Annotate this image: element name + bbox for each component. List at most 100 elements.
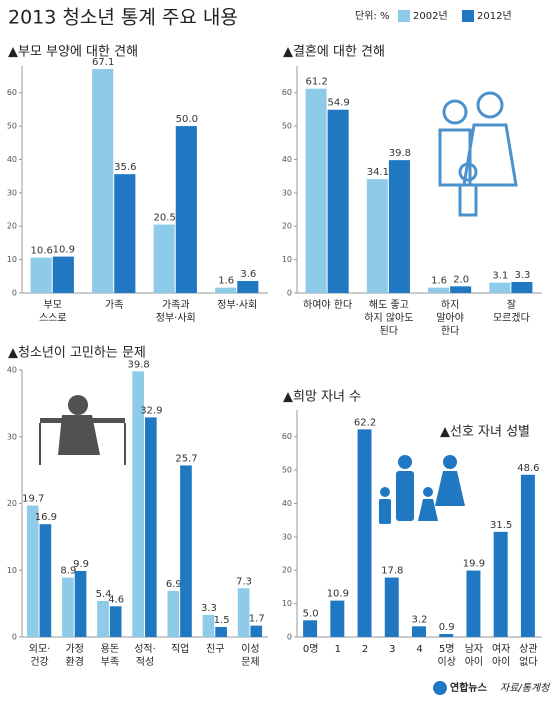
y-tick-label: 20 — [7, 499, 17, 508]
x-tick-label: 친구 — [206, 643, 224, 655]
value-label: 10.6 — [31, 246, 53, 257]
logo-text: 연합뉴스 — [450, 681, 487, 694]
value-label: 3.2 — [412, 614, 428, 625]
y-tick-label: 30 — [7, 188, 17, 197]
value-label: 54.9 — [328, 98, 350, 109]
bar — [303, 620, 318, 637]
bar — [412, 626, 426, 637]
value-label: 19.7 — [22, 494, 44, 505]
chart-title: ▲결혼에 대한 견해 — [283, 45, 385, 60]
bar — [511, 281, 533, 293]
y-tick-label: 10 — [282, 255, 292, 264]
main-title: 2013 청소년 통계 주요 내용 — [8, 7, 238, 29]
value-label: 10.9 — [327, 589, 349, 600]
value-label: 35.6 — [114, 162, 136, 173]
bar — [109, 606, 122, 637]
value-label: 61.2 — [305, 77, 327, 88]
family-icon — [438, 91, 518, 217]
value-label: 34.1 — [367, 167, 389, 178]
x-tick-label: 건강 — [30, 656, 48, 668]
bar — [26, 505, 39, 637]
bar — [493, 531, 508, 637]
children-icon — [379, 455, 465, 524]
x-tick-label: 가족 — [105, 299, 123, 311]
y-tick-label: 20 — [282, 222, 292, 231]
x-tick-label: 여자 — [492, 643, 510, 655]
x-tick-label: 가족과 — [162, 299, 190, 311]
x-tick-label: 정부·사회 — [217, 299, 257, 311]
bar — [74, 570, 87, 637]
x-tick-label: 된다 — [380, 325, 398, 337]
value-label: 1.6 — [218, 276, 234, 287]
x-tick-label: 부모 — [44, 300, 62, 311]
y-tick-label: 60 — [282, 88, 292, 97]
bar — [366, 179, 388, 293]
value-label: 4.6 — [108, 594, 124, 605]
y-tick-label: 0 — [287, 289, 292, 298]
bar — [357, 429, 372, 637]
x-tick-label: 하지 — [441, 298, 459, 311]
x-tick-label: 스스로 — [39, 312, 67, 324]
x-tick-label: 적성 — [136, 656, 154, 668]
bar — [30, 257, 52, 293]
bar — [327, 109, 349, 293]
y-tick-label: 30 — [282, 532, 292, 541]
bar — [39, 524, 52, 637]
chart-title: ▲부모 부양에 대한 견해 — [8, 45, 138, 60]
value-label: 3.3 — [514, 270, 530, 281]
x-tick-label: 하지 않아도 — [364, 311, 413, 324]
value-label: 50.0 — [176, 114, 198, 125]
x-tick-label: 가정 — [66, 643, 84, 655]
value-label: 16.9 — [35, 512, 57, 523]
value-label: 19.9 — [463, 559, 485, 570]
y-tick-label: 50 — [282, 122, 292, 131]
chart-title: ▲희망 자녀 수 — [283, 390, 361, 405]
y-tick-label: 40 — [7, 366, 17, 375]
x-tick-label: 성적· — [134, 643, 156, 655]
bar — [153, 224, 175, 293]
x-tick-label: 한다 — [441, 325, 459, 337]
bar — [520, 474, 535, 637]
y-tick-label: 60 — [282, 432, 292, 441]
bar — [450, 286, 472, 293]
bar — [167, 590, 180, 637]
x-tick-label: 남자 — [465, 643, 483, 655]
bar — [215, 626, 227, 637]
value-label: 62.2 — [354, 417, 376, 428]
x-tick-label: 말아야 — [436, 312, 464, 324]
y-tick-label: 20 — [282, 566, 292, 575]
bar — [489, 282, 511, 293]
value-label: 1.5 — [214, 615, 230, 626]
value-label: 1.7 — [249, 614, 265, 625]
x-tick-label: 모르겠다 — [493, 312, 530, 324]
bar — [384, 577, 399, 637]
y-tick-label: 50 — [7, 122, 17, 131]
x-tick-label: 정부·사회 — [156, 312, 196, 324]
bar — [466, 570, 481, 637]
legend-label: 2002년 — [413, 10, 448, 22]
legend-swatch — [398, 10, 410, 22]
x-tick-label: 부족 — [101, 656, 119, 668]
value-label: 0.9 — [439, 622, 455, 633]
y-tick-label: 40 — [282, 155, 292, 164]
value-label: 10.9 — [53, 245, 75, 256]
bar — [250, 625, 263, 637]
y-tick-label: 30 — [282, 188, 292, 197]
bar — [180, 465, 192, 637]
value-label: 3.3 — [201, 603, 217, 614]
bar — [237, 280, 259, 293]
value-label: 2.0 — [453, 274, 469, 285]
y-tick-label: 10 — [282, 599, 292, 608]
value-label: 6.9 — [166, 579, 182, 590]
x-tick-label: 잘 — [507, 299, 516, 311]
value-label: 3.6 — [240, 269, 256, 280]
bar — [202, 614, 215, 637]
value-label: 7.3 — [236, 576, 252, 587]
x-tick-label: 1 — [335, 644, 341, 655]
y-tick-label: 0 — [12, 633, 17, 642]
x-tick-label: 환경 — [66, 655, 84, 668]
y-tick-label: 20 — [7, 222, 17, 231]
bar — [388, 160, 410, 293]
